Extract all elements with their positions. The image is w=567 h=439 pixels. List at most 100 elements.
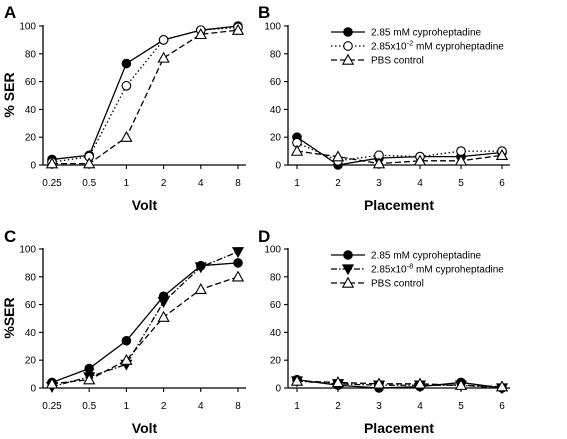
x-tick-label: 4 [198, 401, 204, 412]
data-point [121, 58, 132, 69]
legend-label: 2.85x10-2 mM cyproheptadine [371, 39, 504, 53]
legend-swatch-marker [341, 276, 355, 288]
series-2 [45, 247, 245, 393]
y-tick-label: 80 [25, 49, 37, 60]
data-point [194, 262, 207, 274]
x-tick-label: 8 [235, 401, 241, 412]
y-tick-label: 40 [270, 105, 282, 116]
data-point [231, 270, 245, 282]
data-point [372, 377, 386, 389]
series-line [296, 142, 502, 162]
y-tick-label: 20 [25, 133, 37, 144]
legend-label: 2.85 mM cyproheptadine [371, 251, 482, 262]
y-tick-label: 20 [270, 133, 282, 144]
data-point [413, 377, 427, 389]
data-point [231, 247, 245, 259]
y-tick-label: 100 [19, 22, 36, 33]
x-tick-label: 1 [294, 401, 300, 412]
y-tick-label: 80 [270, 272, 282, 283]
x-tick-label: 6 [499, 401, 505, 412]
series-line [296, 380, 503, 388]
series-line [296, 379, 503, 389]
panel-a: A 0 20 40 60 80 100 0.25 0.5 1 2 4 8 Volt % SER [1, 3, 246, 213]
y-tick-label: 0 [275, 384, 281, 395]
x-axis-title: Placement [364, 197, 434, 213]
series-line [51, 262, 239, 384]
x-tick-label: 4 [417, 401, 423, 412]
series-2 [47, 22, 243, 168]
series-2 [292, 137, 507, 166]
legend-swatch-marker [341, 53, 355, 65]
x-tick-label: 2 [335, 401, 341, 412]
legend-entry: PBS control [331, 53, 424, 67]
panel-letter: D [258, 227, 270, 246]
y-tick-label: 0 [30, 384, 36, 395]
x-tick-label: 4 [198, 178, 204, 189]
legend-entry: 2.85x10-2 mM cyproheptadine [331, 39, 504, 53]
series-1 [47, 21, 243, 165]
x-tick-label: 3 [376, 178, 382, 189]
data-point [83, 157, 96, 169]
x-tick-label: 0.5 [82, 401, 96, 412]
data-point [45, 377, 59, 389]
x-axis-title: Placement [364, 420, 434, 436]
y-tick-label: 100 [264, 245, 281, 256]
panel-letter: A [4, 3, 16, 22]
data-point [331, 150, 345, 162]
series-3 [290, 374, 509, 392]
data-point [84, 363, 94, 374]
data-point [120, 353, 133, 365]
legend-label: 2.85x10-8 mM cyproheptadine [371, 262, 504, 276]
series-1 [47, 258, 243, 388]
series-line [51, 26, 239, 163]
panel-letter: C [4, 227, 16, 246]
series-line [296, 136, 503, 166]
data-point [157, 51, 170, 63]
x-tick-label: 5 [458, 178, 464, 189]
data-point [290, 144, 304, 156]
x-tick-label: 3 [376, 401, 382, 412]
y-tick-label: 40 [25, 105, 37, 116]
legend-swatch-marker [341, 264, 355, 276]
legend-entry: 2.85x10-8 mM cyproheptadine [331, 262, 504, 276]
series-line [52, 29, 239, 165]
data-point [121, 80, 132, 91]
data-point [331, 376, 345, 388]
data-point [454, 154, 468, 166]
x-tick-label: 6 [499, 178, 505, 189]
x-tick-label: 0.5 [82, 178, 96, 189]
x-tick-label: 1 [294, 178, 300, 189]
legend-label: PBS control [371, 56, 424, 67]
x-tick-label: 2 [161, 401, 167, 412]
data-point [157, 297, 170, 309]
series-3 [45, 23, 245, 169]
x-tick-label: 2 [161, 178, 167, 189]
x-tick-label: 0.25 [42, 401, 62, 412]
series-3 [45, 270, 245, 389]
y-axis-title: % SER [1, 72, 17, 117]
series-line [51, 276, 239, 385]
y-tick-label: 60 [270, 300, 282, 311]
legend-swatch-marker [343, 41, 353, 51]
y-tick-label: 100 [264, 22, 281, 33]
x-tick-label: 4 [417, 178, 423, 189]
data-point [194, 282, 207, 295]
y-tick-label: 40 [270, 328, 282, 339]
x-tick-label: 2 [335, 178, 341, 189]
y-tick-label: 60 [25, 77, 37, 88]
y-tick-label: 100 [19, 245, 36, 256]
panel-letter: B [258, 3, 270, 22]
data-point [456, 146, 466, 156]
x-axis-title: Volt [132, 197, 158, 213]
legend-label: PBS control [371, 279, 424, 290]
x-tick-label: 1 [124, 178, 130, 189]
data-point [194, 28, 207, 40]
y-tick-label: 40 [25, 328, 37, 339]
x-tick-label: 8 [235, 178, 241, 189]
data-point [231, 23, 245, 35]
legend-label: 2.85 mM cyproheptadine [371, 28, 482, 39]
data-point [372, 157, 386, 169]
series-line [51, 25, 239, 161]
